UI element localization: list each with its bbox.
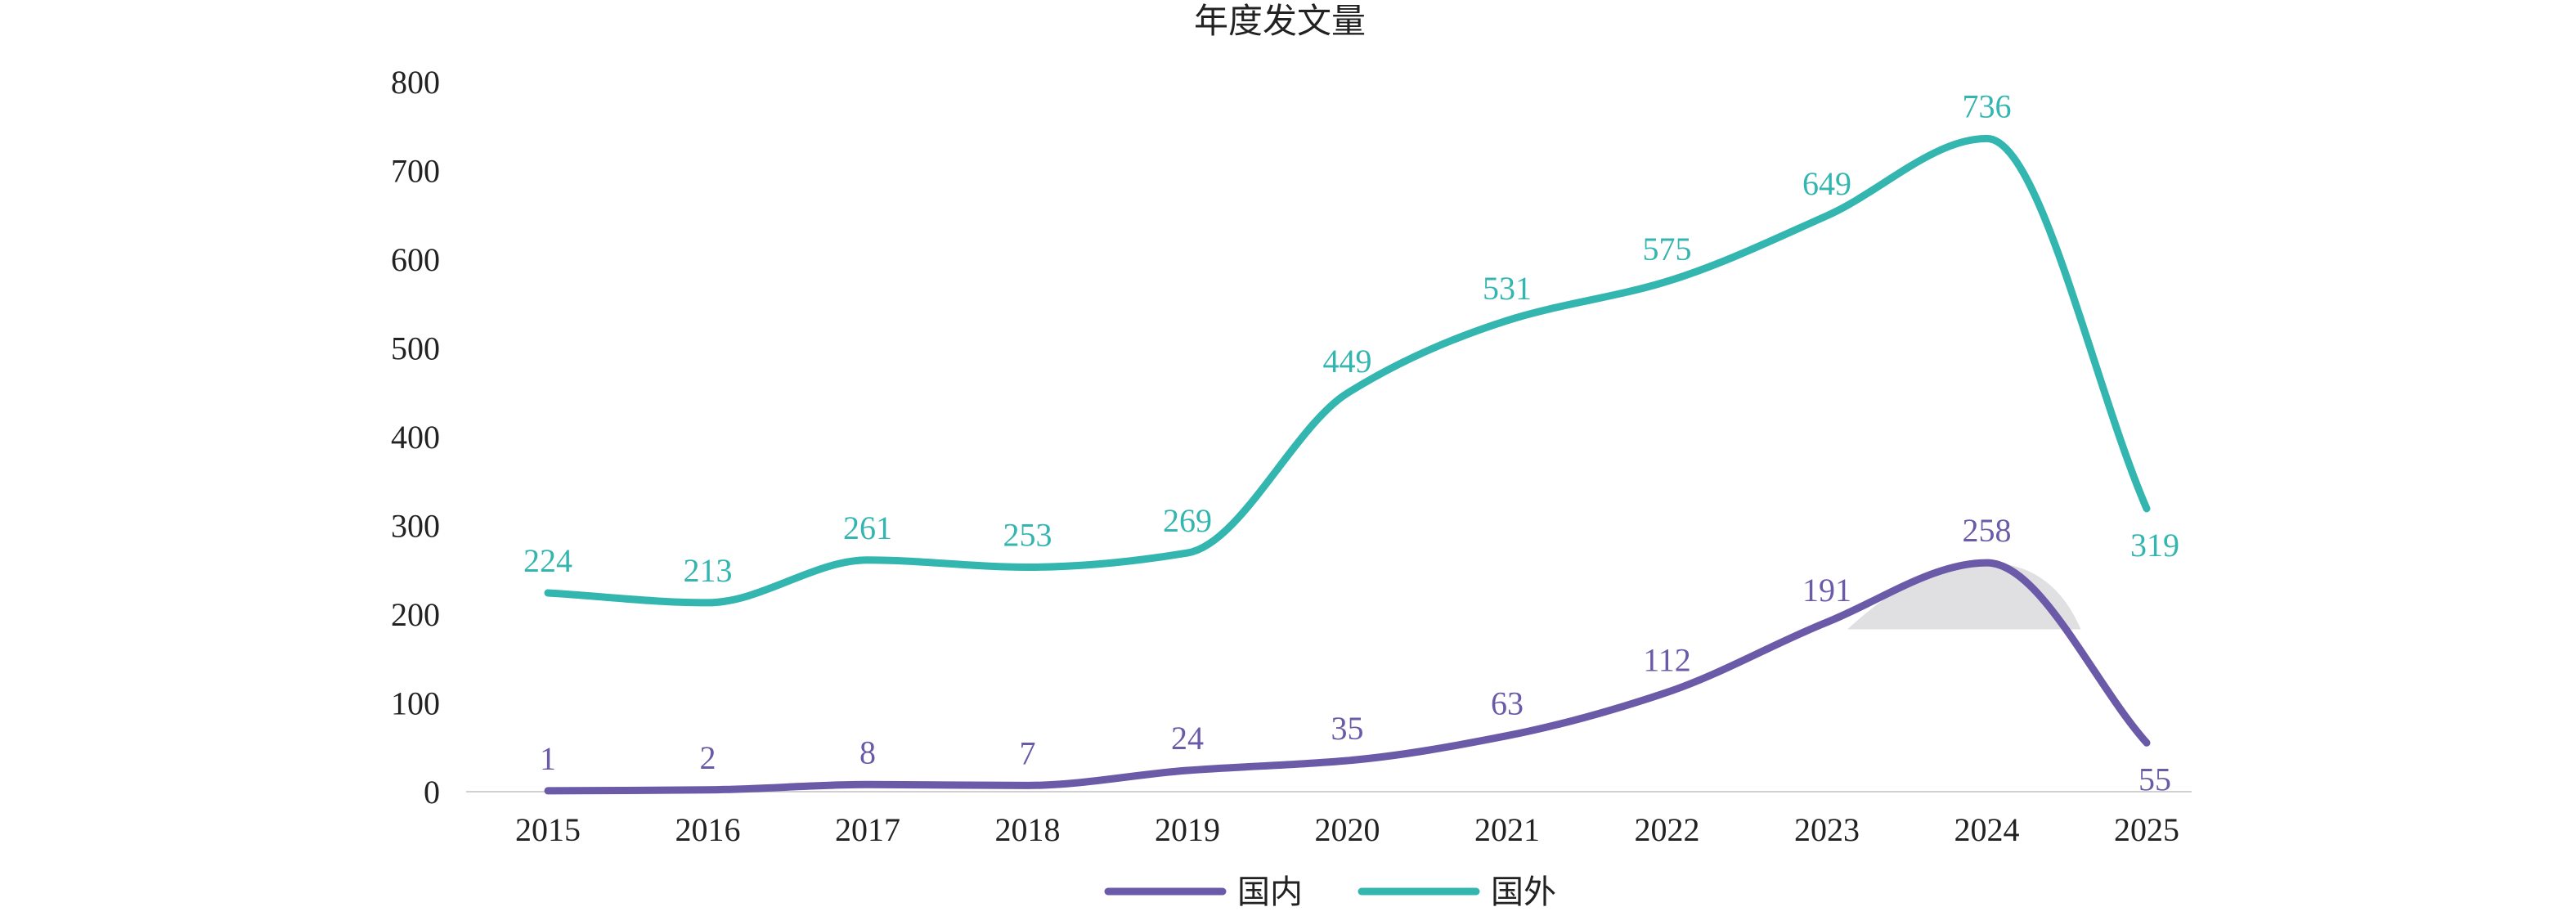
data-label: 8	[859, 734, 876, 770]
x-tick-label: 2020	[1315, 811, 1380, 848]
data-point	[1025, 564, 1030, 570]
y-tick-label: 200	[391, 596, 440, 633]
data-label: 213	[684, 552, 733, 589]
data-point	[705, 787, 711, 793]
data-label: 1	[540, 740, 556, 777]
x-tick-label: 2021	[1474, 811, 1540, 848]
x-tick-label: 2017	[835, 811, 900, 848]
data-label: 736	[1963, 88, 2012, 124]
legend-label: 国外	[1491, 873, 1556, 910]
data-point	[1824, 213, 1829, 218]
data-point	[1664, 689, 1670, 695]
y-tick-label: 100	[391, 685, 440, 722]
data-point	[1505, 733, 1510, 739]
data-point	[545, 788, 550, 793]
y-tick-label: 600	[391, 241, 440, 278]
x-tick-label: 2022	[1635, 811, 1700, 848]
data-point	[545, 590, 550, 595]
data-label: 575	[1643, 231, 1692, 267]
chart-title: 年度发文量	[1194, 2, 1366, 41]
y-tick-label: 800	[391, 64, 440, 101]
data-label: 7	[1020, 734, 1036, 771]
series-line-0	[544, 559, 2151, 795]
y-tick-label: 500	[391, 330, 440, 367]
data-point	[1185, 767, 1190, 773]
data-point	[1025, 783, 1030, 788]
data-label: 531	[1483, 270, 1532, 307]
data-label: 55	[2138, 761, 2171, 797]
data-label: 261	[843, 510, 892, 546]
data-point	[865, 557, 870, 563]
data-label: 112	[1643, 641, 1691, 678]
data-label: 191	[1802, 572, 1851, 608]
data-point	[1664, 279, 1670, 285]
data-label: 35	[1331, 710, 1364, 747]
data-label: 258	[1963, 512, 2012, 549]
legend-label: 国内	[1237, 873, 1303, 910]
series-line-1	[544, 134, 2151, 607]
data-point	[2144, 505, 2149, 511]
data-point	[1344, 390, 1350, 396]
legend: 国内 国外	[1104, 873, 1556, 910]
x-tick-label: 2023	[1794, 811, 1860, 848]
data-point	[2144, 740, 2149, 746]
data-label: 63	[1491, 685, 1524, 722]
data-label: 449	[1323, 343, 1372, 379]
x-tick-label: 2019	[1155, 811, 1220, 848]
x-tick-label: 2016	[675, 811, 741, 848]
data-point	[1984, 136, 1990, 141]
x-axis: 2015 2016 2017 2018 2019 2020 2021 2022 2023 2024…	[515, 811, 2179, 848]
y-axis: 0 100 200 300 400 500 600 700 800	[391, 64, 440, 810]
series-lines	[544, 134, 2151, 795]
x-tick-label: 2025	[2114, 811, 2179, 848]
data-point	[1505, 317, 1510, 323]
data-point	[865, 782, 870, 788]
data-point	[1824, 619, 1829, 625]
data-point	[705, 599, 711, 605]
y-tick-label: 700	[391, 153, 440, 190]
x-tick-label: 2015	[515, 811, 581, 848]
data-label: 24	[1171, 720, 1204, 757]
x-tick-label: 2018	[995, 811, 1061, 848]
x-tick-label: 2024	[1954, 811, 2020, 848]
data-label: 269	[1163, 502, 1212, 539]
data-label: 2	[700, 739, 716, 776]
data-label: 319	[2130, 527, 2179, 564]
data-labels: 1 2 8 7 24 35 63 112 191 258 55 224 213 261 253 269 449 5…	[523, 88, 2179, 797]
y-tick-label: 300	[391, 508, 440, 545]
data-point	[1344, 758, 1350, 764]
data-label: 224	[523, 542, 572, 579]
data-point	[1185, 550, 1190, 556]
y-tick-label: 400	[391, 419, 440, 456]
y-tick-label: 0	[424, 774, 440, 810]
data-label: 253	[1003, 516, 1052, 553]
data-label: 649	[1802, 165, 1851, 202]
data-point	[1984, 560, 1990, 566]
